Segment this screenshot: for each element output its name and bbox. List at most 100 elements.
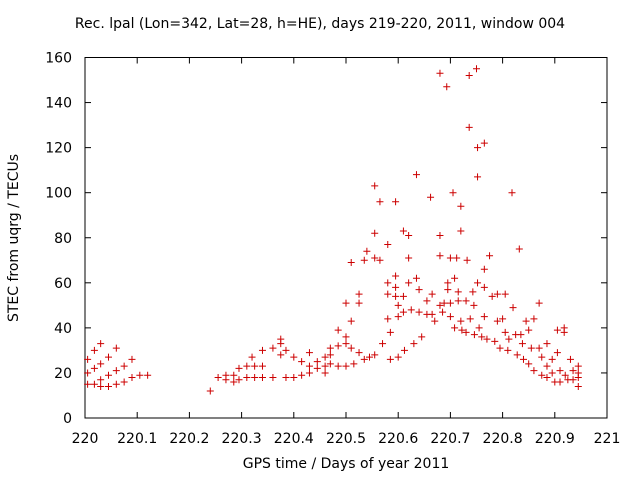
data-point (251, 362, 259, 370)
data-point (488, 292, 496, 300)
data-point (399, 227, 407, 235)
data-point (553, 326, 561, 334)
data-point (290, 373, 298, 381)
y-tick-label: 40 (54, 321, 72, 337)
data-point (410, 340, 418, 348)
data-point (277, 340, 285, 348)
data-point (449, 189, 457, 197)
data-point (525, 360, 533, 368)
data-point (384, 279, 392, 287)
data-point (120, 362, 128, 370)
data-point (574, 362, 582, 370)
data-point (480, 283, 488, 291)
data-point (230, 371, 238, 379)
data-point (305, 369, 313, 377)
data-point (493, 290, 501, 298)
data-point (454, 297, 462, 305)
data-point (230, 378, 238, 386)
data-point (474, 144, 482, 152)
data-point (313, 358, 321, 366)
data-point (436, 69, 444, 77)
data-point (355, 299, 363, 307)
data-point (384, 315, 392, 323)
data-point (473, 65, 480, 73)
y-tick-label: 160 (45, 51, 72, 67)
data-point (491, 337, 499, 345)
data-point (427, 193, 435, 201)
data-point (384, 290, 392, 298)
x-axis-label: GPS time / Days of year 2011 (242, 456, 450, 472)
data-point (474, 279, 482, 287)
data-point (446, 254, 454, 262)
data-point (342, 333, 350, 341)
data-point (453, 254, 461, 262)
data-point (376, 256, 384, 264)
data-point (509, 304, 517, 312)
x-tick-label: 220.2 (169, 431, 209, 447)
data-point (518, 340, 526, 348)
data-point (386, 355, 394, 363)
data-point (538, 371, 546, 379)
y-axis-label: STEC from uqrg / TECUs (6, 153, 22, 323)
data-point (457, 202, 465, 210)
data-point (560, 328, 568, 336)
data-point (519, 355, 527, 363)
data-point (530, 367, 538, 375)
data-point (384, 241, 392, 249)
data-point (556, 367, 564, 375)
data-point (412, 274, 420, 282)
data-point (112, 344, 120, 352)
data-point (543, 340, 551, 348)
data-point (251, 373, 259, 381)
data-point (478, 333, 486, 341)
data-point (347, 317, 355, 325)
data-point (90, 380, 98, 388)
x-tick-label: 220.5 (326, 431, 366, 447)
data-point (326, 351, 334, 359)
data-point (530, 315, 538, 323)
data-point (269, 344, 277, 352)
data-point (321, 369, 329, 377)
data-point (355, 349, 363, 357)
data-point (569, 376, 577, 384)
data-point (480, 313, 488, 321)
data-point (144, 371, 152, 379)
data-point (428, 310, 436, 318)
x-tick-label: 220.7 (430, 431, 470, 447)
data-point (321, 362, 329, 370)
y-tick-label: 100 (45, 186, 72, 202)
data-point (112, 367, 120, 375)
data-point (566, 355, 574, 363)
x-tick-label: 220.4 (274, 431, 314, 447)
data-point (360, 355, 368, 363)
data-point (298, 371, 306, 379)
y-tick-label: 20 (54, 366, 72, 382)
data-point (415, 286, 423, 294)
data-point (556, 378, 564, 386)
x-tick-label: 220.6 (378, 431, 418, 447)
data-point (326, 360, 334, 368)
data-point (392, 198, 400, 206)
x-tick-label: 220.9 (535, 431, 575, 447)
data-point (360, 256, 368, 264)
data-point (392, 283, 400, 291)
chart-title: Rec. lpal (Lon=342, Lat=28, h=HE), days … (74, 16, 566, 32)
data-point (282, 346, 290, 354)
data-point (350, 360, 358, 368)
data-point (454, 288, 462, 296)
data-point (84, 355, 92, 363)
data-point (474, 173, 482, 181)
data-point (269, 373, 277, 381)
data-point (553, 349, 561, 357)
data-point (120, 378, 128, 386)
y-tick-label: 120 (45, 141, 72, 157)
data-point (342, 299, 350, 307)
data-point (371, 351, 379, 359)
data-point (112, 380, 120, 388)
data-point (405, 231, 413, 239)
data-point (342, 362, 350, 370)
data-point (451, 324, 459, 332)
data-point (496, 344, 504, 352)
data-point (561, 371, 569, 379)
